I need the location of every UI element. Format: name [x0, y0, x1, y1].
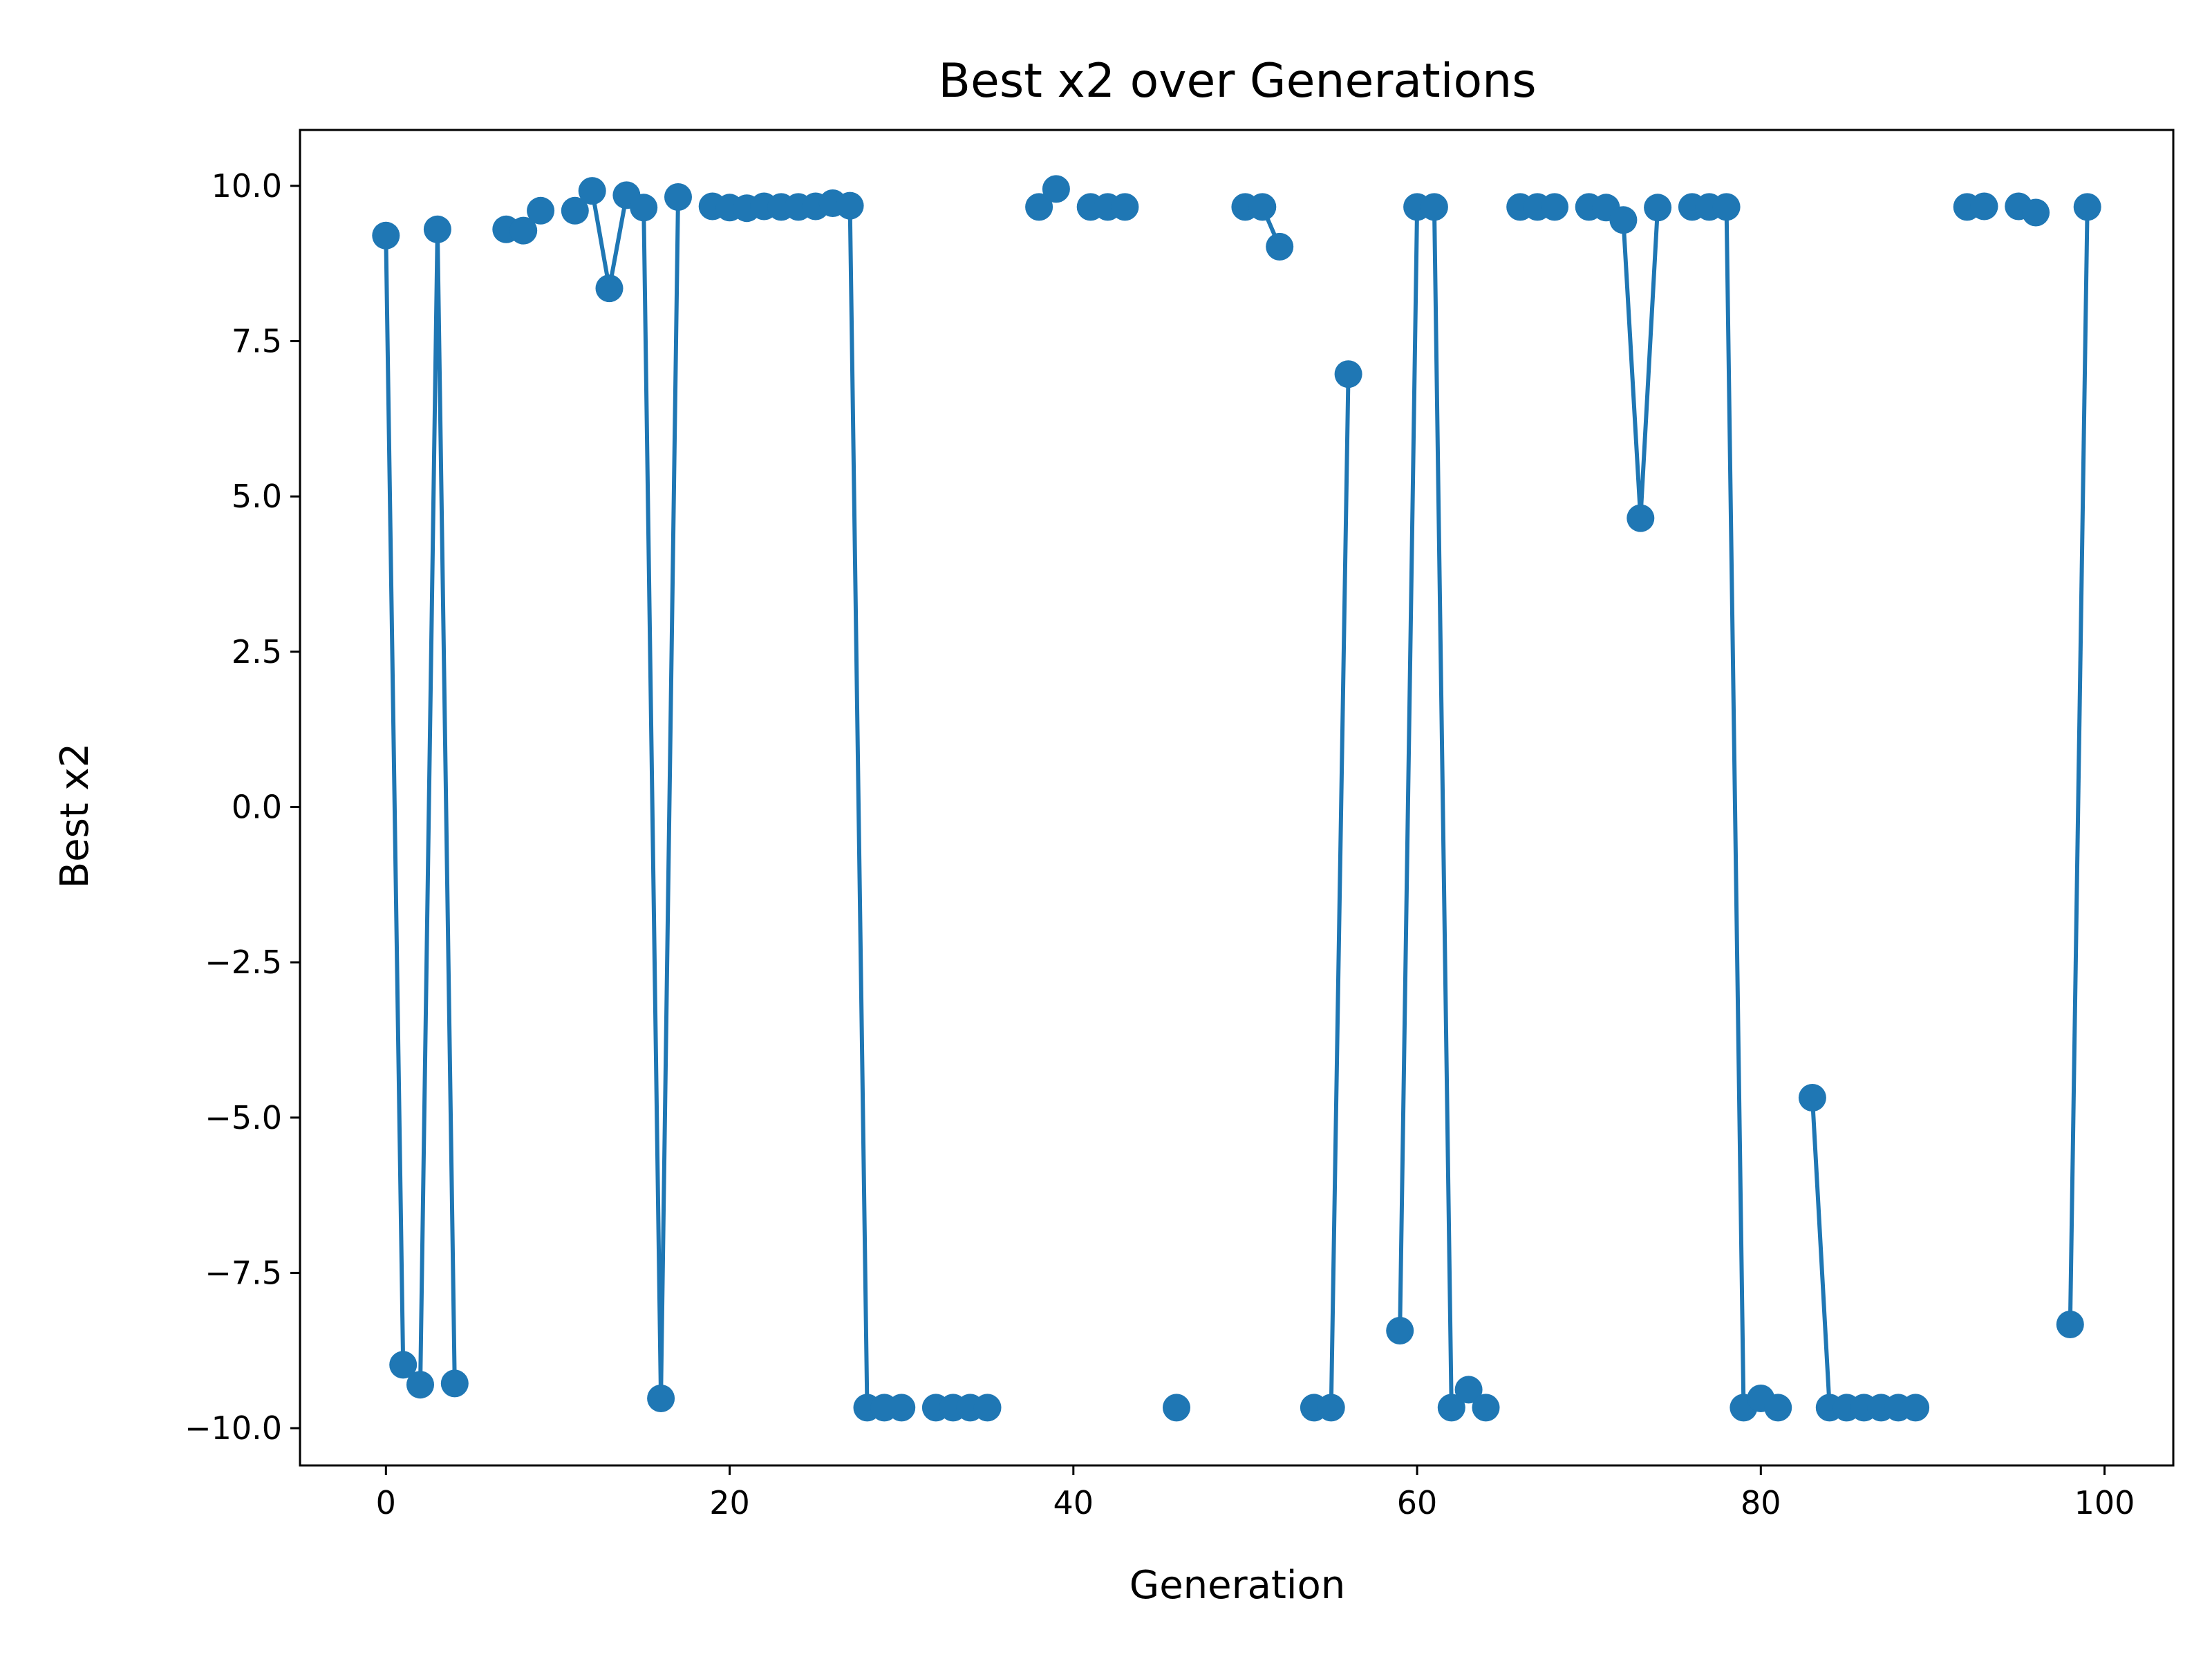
- data-point: [1472, 1394, 1500, 1422]
- data-point: [1111, 193, 1139, 221]
- data-point: [1248, 193, 1277, 221]
- data-point: [1764, 1394, 1792, 1422]
- chart-title: Best x2 over Generations: [938, 54, 1536, 109]
- data-point: [406, 1371, 434, 1399]
- data-point: [527, 196, 555, 225]
- data-point: [440, 1369, 469, 1398]
- x-tick-label: 40: [1053, 1484, 1094, 1521]
- y-tick-label: 0.0: [232, 788, 282, 825]
- data-point: [888, 1394, 916, 1422]
- data-point: [2022, 198, 2050, 227]
- x-tick-label: 100: [2074, 1484, 2135, 1521]
- data-point: [1266, 232, 1294, 261]
- data-point: [1317, 1394, 1345, 1422]
- data-point: [423, 215, 451, 243]
- data-point: [1712, 193, 1741, 221]
- data-point: [1970, 192, 1998, 221]
- plot-frame: [299, 129, 2175, 1467]
- data-point: [561, 196, 589, 225]
- data-point: [1644, 194, 1672, 222]
- data-point: [973, 1394, 1002, 1422]
- y-tick-label: −2.5: [205, 944, 282, 981]
- data-point: [836, 191, 864, 220]
- y-tick-label: −5.0: [205, 1099, 282, 1136]
- x-tick-label: 20: [709, 1484, 750, 1521]
- x-tick-label: 60: [1397, 1484, 1438, 1521]
- y-tick-label: 2.5: [232, 633, 282, 671]
- data-point: [509, 216, 538, 245]
- series-line-segment: [2068, 207, 2090, 1325]
- data-point: [1042, 175, 1070, 203]
- y-tick-label: −7.5: [205, 1254, 282, 1291]
- data-point: [578, 177, 606, 205]
- y-tick-label: 5.0: [232, 478, 282, 515]
- data-point: [630, 194, 658, 222]
- data-point: [1541, 193, 1568, 221]
- data-point: [2056, 1311, 2084, 1338]
- axes-layer: 0 20 40 60 80 100 10.0 7.5 5.0 2.5 0.0 −2.5 −5.0 −7.5…: [185, 129, 2175, 1521]
- data-point: [664, 183, 692, 211]
- y-tick-label: 7.5: [232, 323, 282, 360]
- data-point: [1163, 1394, 1190, 1422]
- data-point: [1025, 193, 1053, 221]
- data-point: [1627, 504, 1655, 532]
- data-point: [1334, 360, 1362, 388]
- series-layer: [372, 175, 2101, 1422]
- x-tick-label: 0: [376, 1484, 396, 1521]
- data-point: [595, 274, 624, 303]
- data-point: [2073, 193, 2101, 221]
- y-tick-label: 10.0: [212, 167, 282, 205]
- data-point: [389, 1351, 418, 1379]
- x-tick-label: 80: [1741, 1484, 1781, 1521]
- data-point: [1386, 1317, 1414, 1344]
- data-point: [1798, 1084, 1826, 1112]
- data-point: [1437, 1394, 1465, 1422]
- data-point: [1902, 1394, 1930, 1422]
- data-point: [1609, 206, 1638, 234]
- data-point: [1454, 1376, 1483, 1404]
- y-axis-title: Best x2: [53, 743, 97, 889]
- data-point: [372, 221, 400, 250]
- y-tick-label: −10.0: [185, 1409, 282, 1447]
- data-point: [647, 1385, 675, 1412]
- data-point: [1420, 193, 1448, 221]
- x-axis-title: Generation: [1130, 1563, 1345, 1608]
